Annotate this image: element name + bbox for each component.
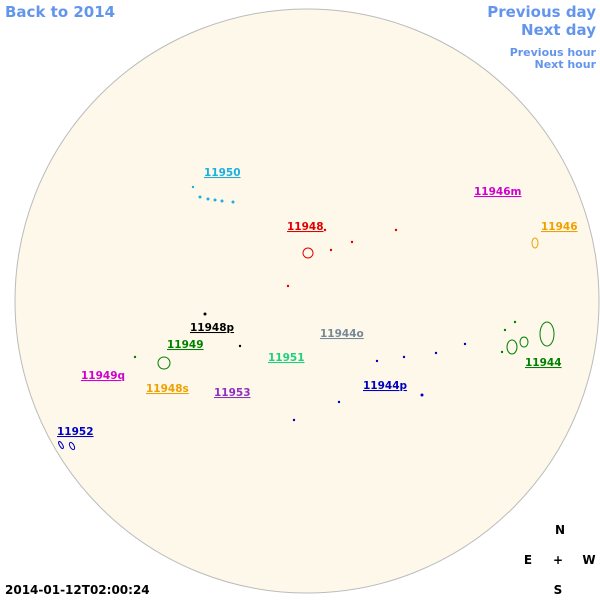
compass-east: E bbox=[524, 553, 532, 567]
region-label[interactable]: 11948 bbox=[287, 221, 324, 233]
region-label[interactable]: 11948p bbox=[190, 322, 235, 334]
solar-disk bbox=[14, 8, 600, 594]
region-label[interactable]: 11946 bbox=[541, 221, 578, 233]
region-label[interactable]: 11952 bbox=[57, 426, 94, 438]
previous-day-link[interactable]: Previous day bbox=[487, 3, 596, 21]
compass-south: S bbox=[554, 583, 563, 597]
region-label[interactable]: 11953 bbox=[214, 387, 251, 399]
region-label[interactable]: 11950 bbox=[204, 167, 241, 179]
region-label[interactable]: 11944 bbox=[525, 357, 562, 369]
region-label[interactable]: 11944p bbox=[363, 380, 408, 392]
region-label[interactable]: 11949 bbox=[167, 339, 204, 351]
back-link[interactable]: Back to 2014 bbox=[5, 3, 115, 21]
region-label[interactable]: 11944o bbox=[320, 328, 364, 340]
region-label[interactable]: 11946m bbox=[474, 186, 522, 198]
spots bbox=[58, 185, 555, 451]
region-label[interactable]: 11949q bbox=[81, 370, 125, 382]
compass-west: W bbox=[582, 553, 595, 567]
next-day-link[interactable]: Next day bbox=[521, 21, 596, 39]
region-label[interactable]: 11948s bbox=[146, 383, 189, 395]
previous-hour-link[interactable]: Previous hour bbox=[510, 46, 597, 59]
next-hour-link[interactable]: Next hour bbox=[535, 58, 597, 71]
compass-center: + bbox=[553, 553, 563, 567]
compass-north: N bbox=[555, 523, 565, 537]
timestamp: 2014-01-12T02:00:24 bbox=[5, 583, 150, 597]
region-label[interactable]: 11951 bbox=[268, 352, 305, 364]
